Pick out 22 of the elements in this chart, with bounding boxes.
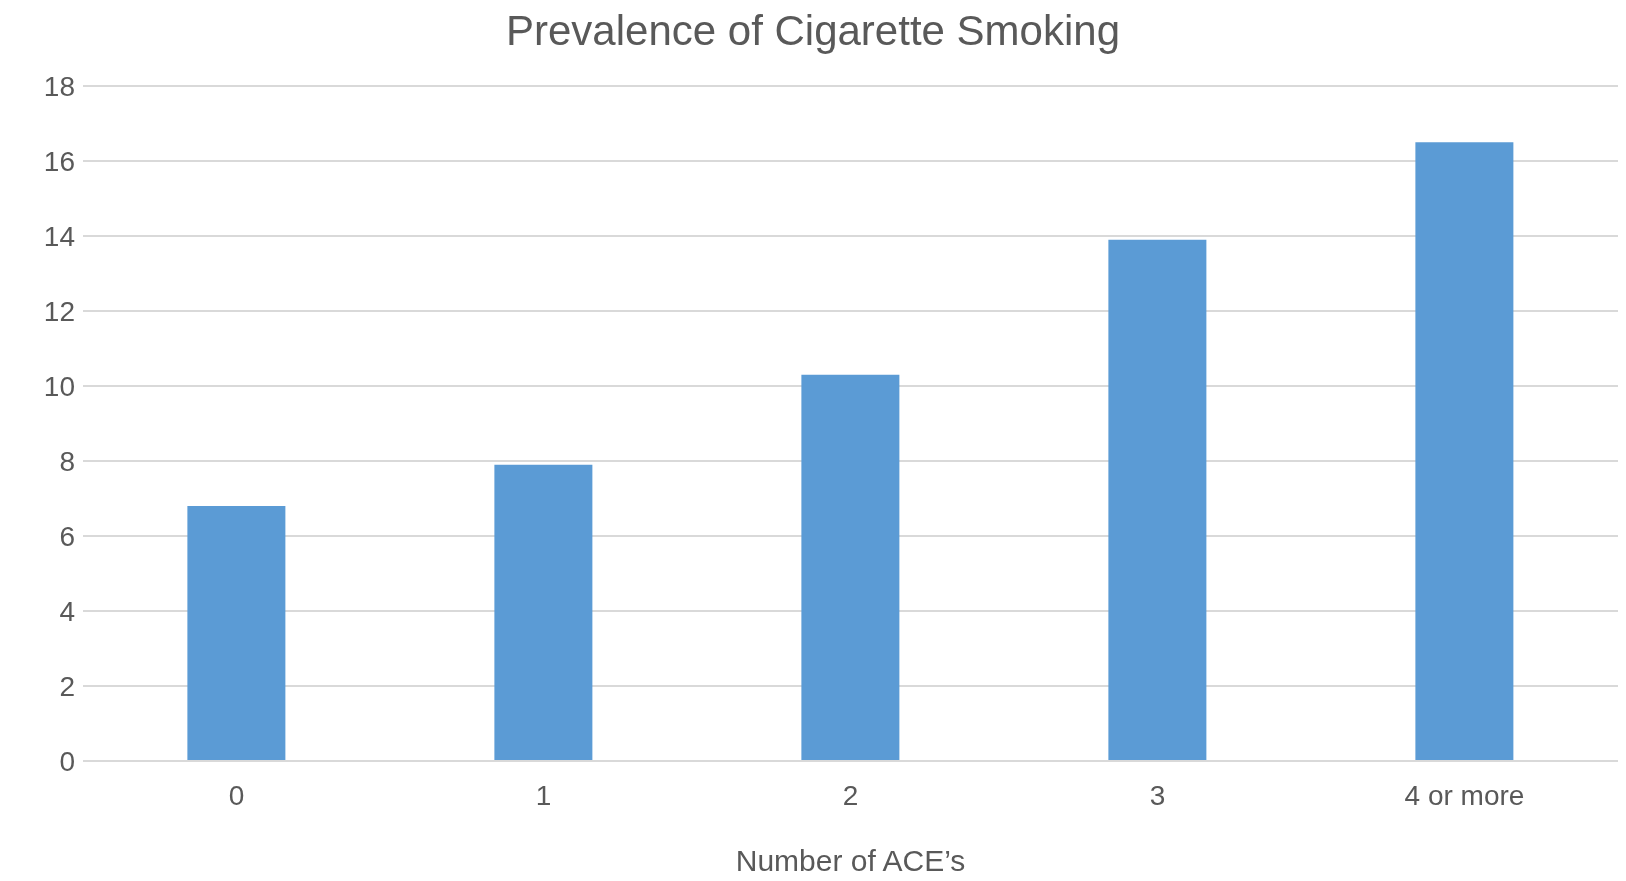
y-tick-label: 8 (59, 445, 75, 477)
x-tick-label: 4 or more (1404, 779, 1525, 811)
x-tick-label: 3 (1149, 779, 1166, 811)
bar (1415, 142, 1514, 761)
y-tick-label: 16 (43, 145, 75, 177)
chart-title: Prevalence of Cigarette Smoking (505, 7, 1121, 56)
bar (494, 464, 593, 761)
x-axis-title: Number of ACE’s (735, 844, 966, 877)
x-tick-label: 0 (228, 779, 245, 811)
y-tick-label: 4 (59, 595, 75, 627)
y-tick-label: 0 (59, 745, 75, 777)
bar (801, 374, 900, 761)
x-tick-label: 1 (535, 779, 552, 811)
x-tick-label: 2 (842, 779, 859, 811)
bar (1108, 239, 1207, 761)
y-tick-label: 6 (59, 520, 75, 552)
y-tick-label: 2 (59, 670, 75, 702)
bar (187, 506, 286, 761)
y-tick-label: 14 (43, 220, 75, 252)
y-tick-label: 18 (43, 70, 75, 102)
y-tick-label: 10 (43, 370, 75, 402)
y-tick-label: 12 (43, 295, 75, 327)
